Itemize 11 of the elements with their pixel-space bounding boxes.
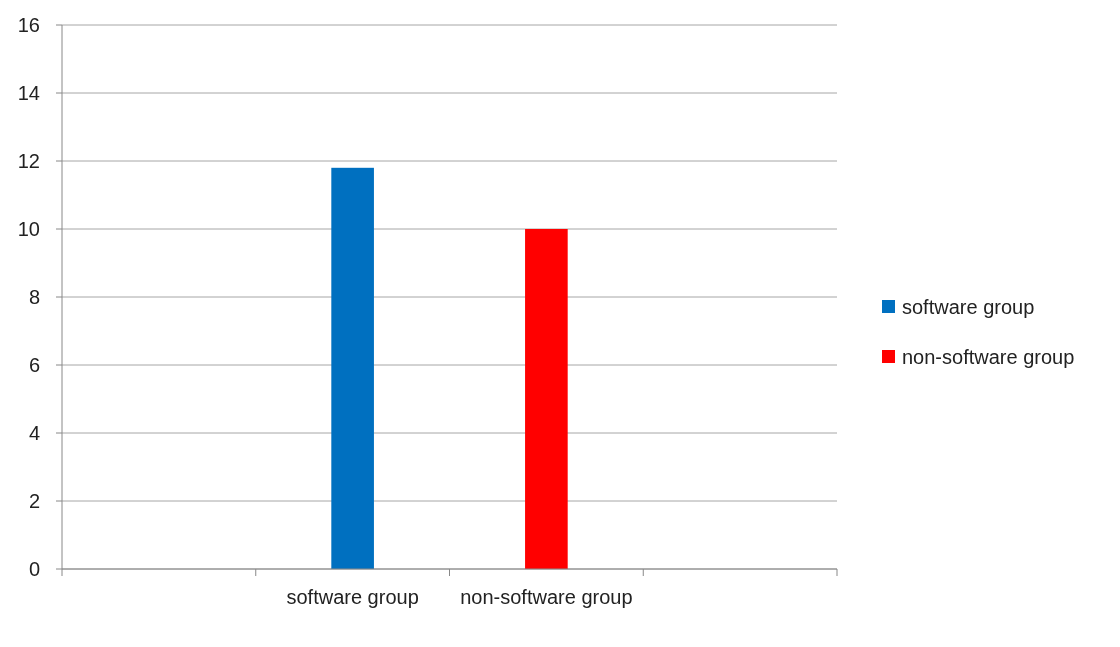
y-tick-label: 0 bbox=[28, 558, 40, 580]
y-tick-label: 16 bbox=[17, 14, 40, 36]
legend-label: non-software group bbox=[902, 346, 1075, 368]
y-tick-label: 14 bbox=[17, 82, 40, 104]
y-tick-label: 12 bbox=[17, 150, 40, 172]
legend-label: software group bbox=[902, 296, 1035, 318]
y-tick-label: 6 bbox=[28, 354, 40, 376]
y-tick-label: 2 bbox=[28, 490, 40, 512]
y-tick-label: 8 bbox=[28, 286, 40, 308]
y-tick-label: 10 bbox=[17, 218, 40, 240]
y-tick-label: 4 bbox=[28, 422, 40, 444]
